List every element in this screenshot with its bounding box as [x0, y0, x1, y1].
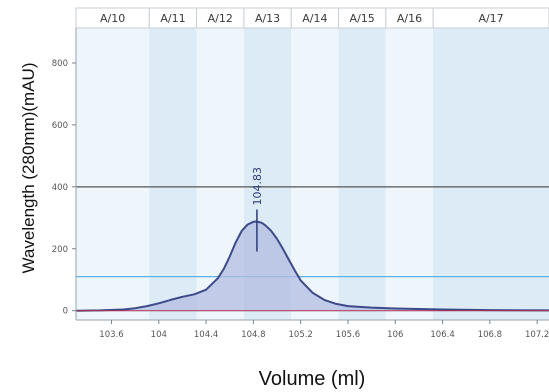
- x-tick-label: 107.2: [525, 330, 549, 340]
- fraction-label: A/16: [397, 12, 422, 25]
- y-tick-label: 200: [52, 245, 68, 255]
- x-tick-label: 104: [151, 330, 167, 340]
- x-tick-label: 104.4: [194, 330, 218, 340]
- fraction-bands: [76, 28, 549, 320]
- fraction-band: [433, 28, 549, 320]
- x-tick-label: 105.2: [289, 330, 313, 340]
- x-tick-label: 106.8: [478, 330, 502, 340]
- axes-layer: 0 200 400 600 800 103.6 104 104.4 104.8 105.2 105.…: [52, 28, 549, 340]
- y-tick-label: 800: [52, 59, 68, 69]
- fraction-label: A/14: [302, 12, 327, 25]
- fraction-band: [291, 28, 339, 320]
- axis-titles: Wavelength (280mm)(mAU) Volume (ml): [19, 63, 365, 390]
- fraction-label: A/10: [100, 12, 125, 25]
- fraction-band: [76, 28, 150, 320]
- y-tick-label: 400: [52, 183, 68, 193]
- fraction-band: [149, 28, 197, 320]
- x-tick-label: 105.6: [336, 330, 360, 340]
- x-tick-label: 103.6: [99, 330, 123, 340]
- y-tick-label: 0: [63, 307, 68, 317]
- x-tick-label: 106: [387, 330, 403, 340]
- y-tick-label: 600: [52, 121, 68, 131]
- peak-label: 104.83: [251, 167, 264, 206]
- fraction-band: [338, 28, 386, 320]
- fraction-band: [385, 28, 434, 320]
- x-tick-label: 104.8: [241, 330, 265, 340]
- fraction-label: A/13: [255, 12, 280, 25]
- fraction-header: A/10 A/11 A/12 A/13 A/14 A/15 A/16 A/17: [75, 7, 549, 29]
- fraction-label: A/11: [160, 12, 185, 25]
- grid-lines: [76, 186, 549, 278]
- x-axis-label: Volume (ml): [259, 368, 366, 390]
- x-tick-label: 106.4: [430, 330, 454, 340]
- series-layer: 104.83: [75, 167, 549, 312]
- fraction-label: A/17: [478, 12, 503, 25]
- fraction-label: A/15: [350, 12, 375, 25]
- y-axis-label: Wavelength (280mm)(mAU): [19, 63, 38, 274]
- fraction-label: A/12: [208, 12, 233, 25]
